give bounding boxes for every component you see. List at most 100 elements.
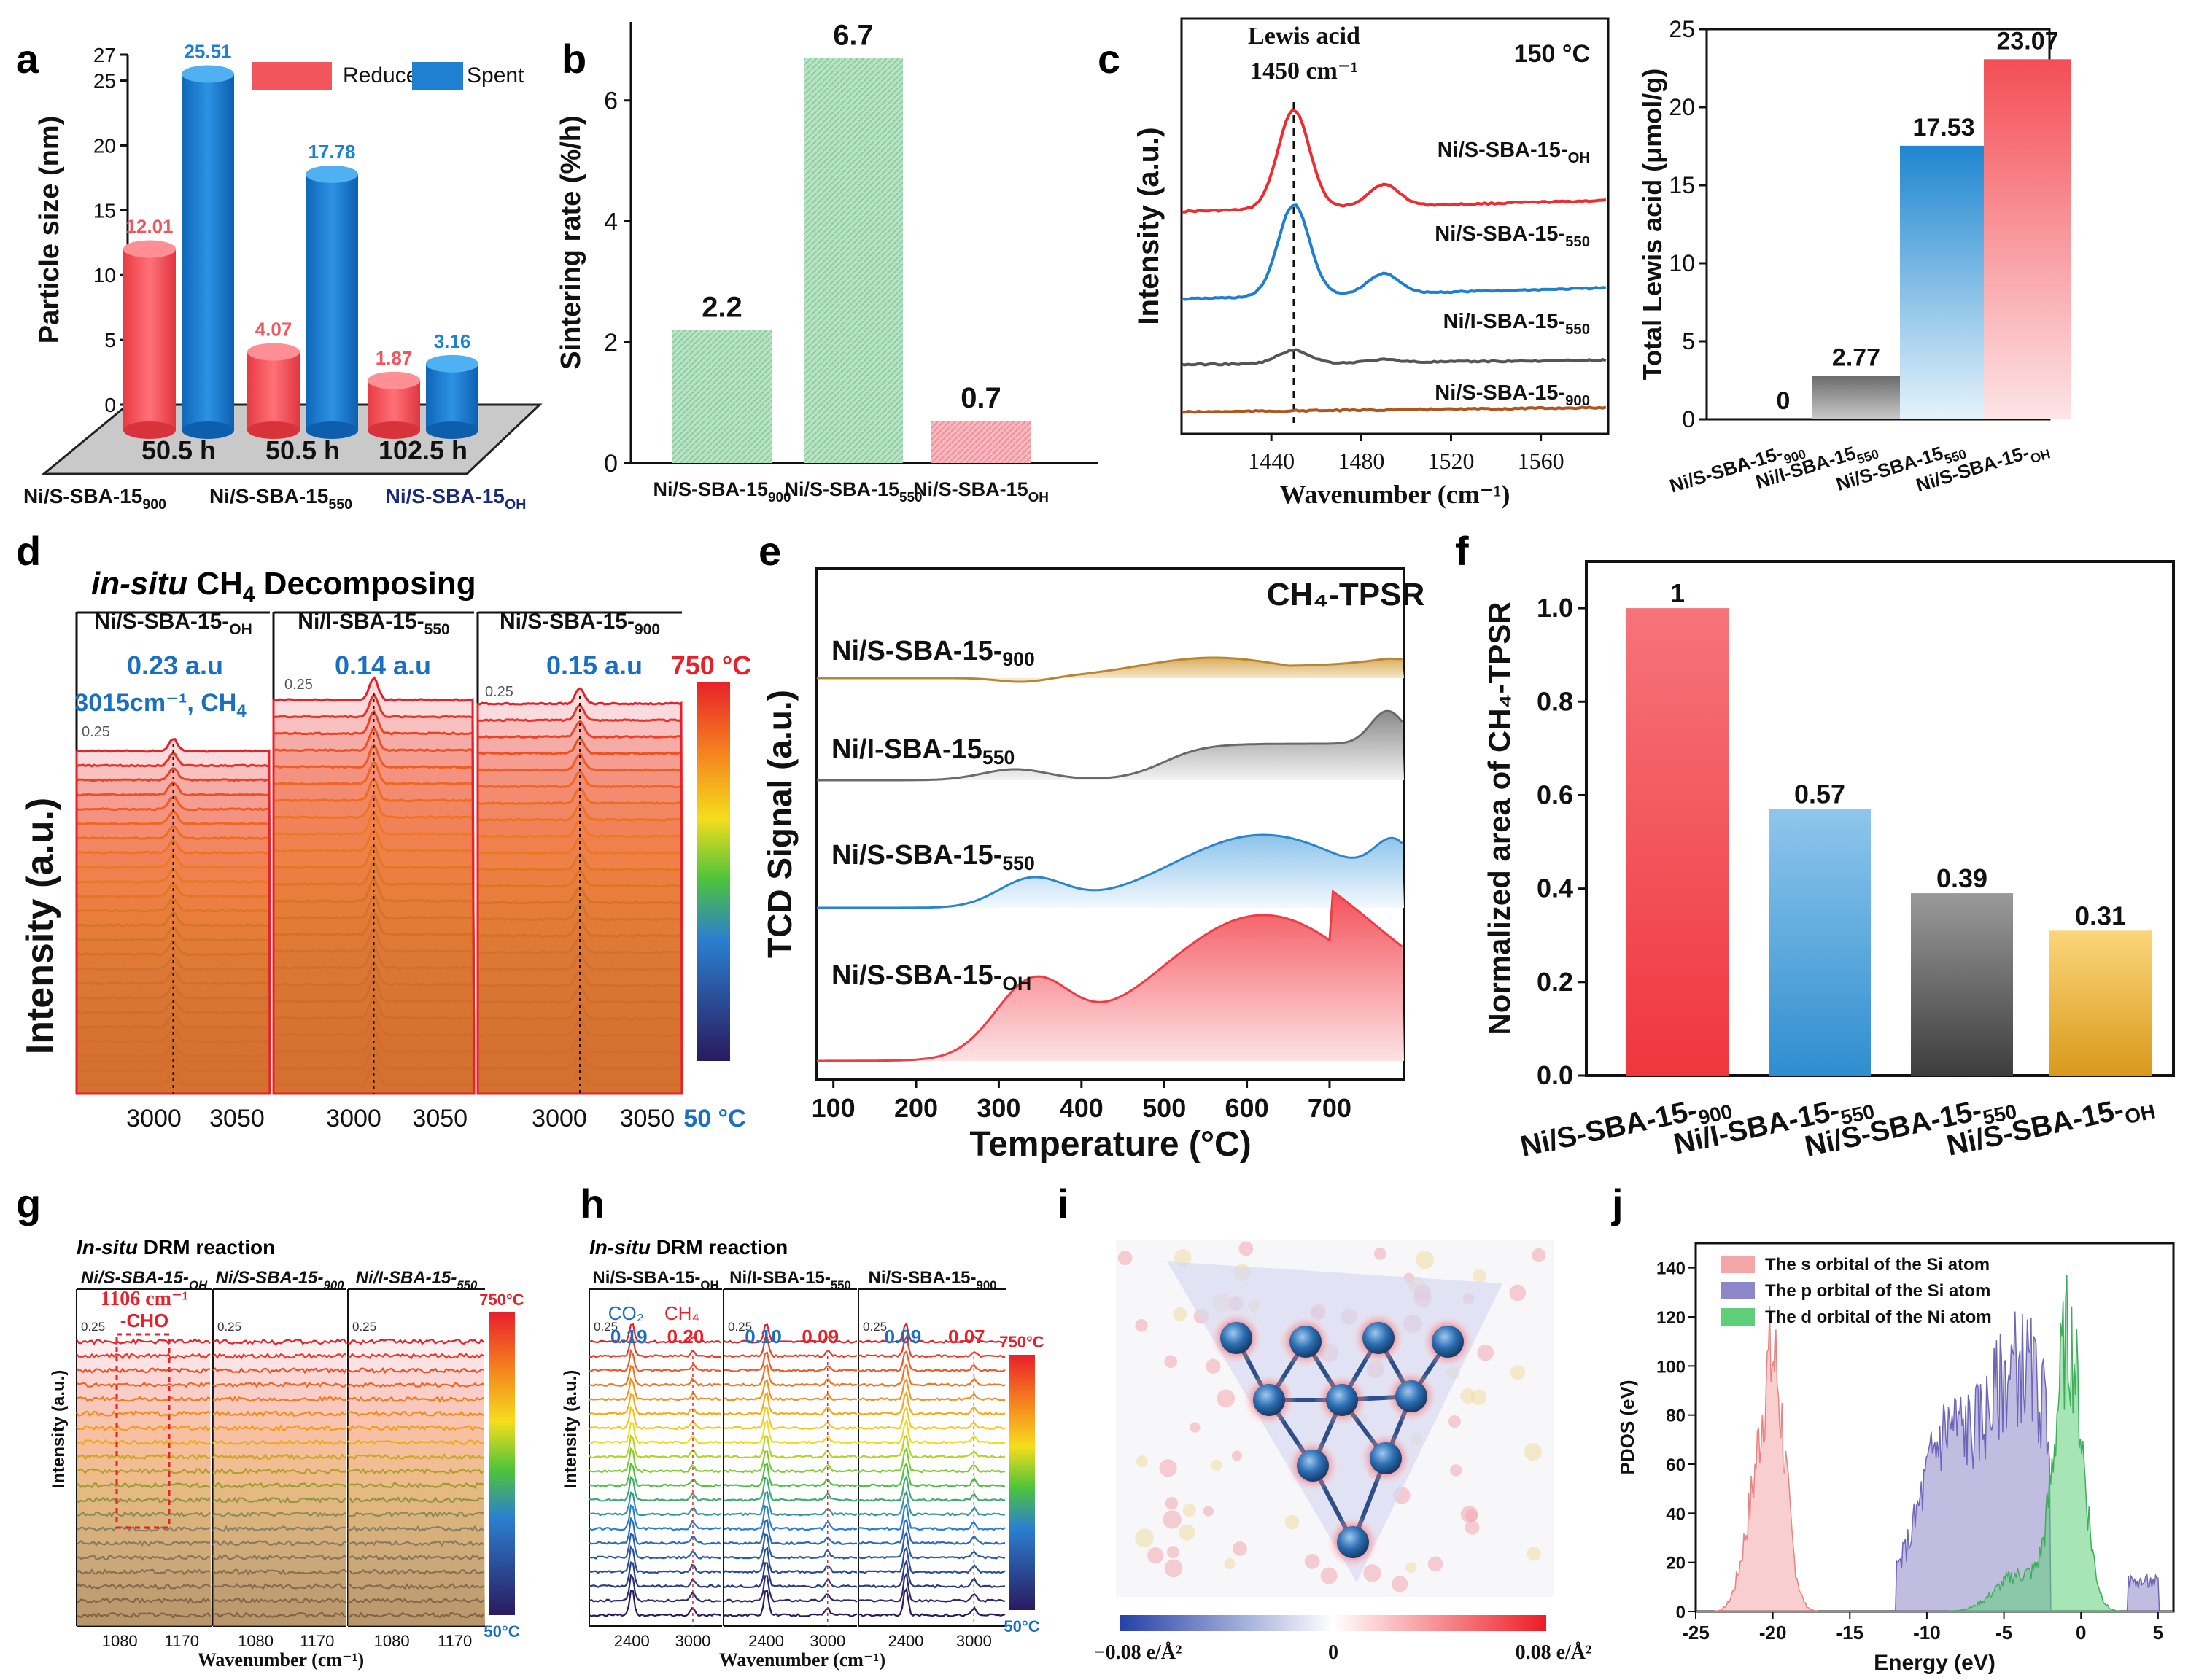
title-italic: In-situ bbox=[77, 1236, 138, 1259]
ni-atom bbox=[1220, 1322, 1252, 1354]
panel-letters: a b c d e f g h i j bbox=[16, 36, 1624, 1226]
x-tick-label: 3000 bbox=[675, 1632, 710, 1650]
ni-atom bbox=[1395, 1380, 1427, 1412]
spectrum-trace bbox=[723, 1562, 858, 1589]
subpanel-label: Ni/S-SBA-15-OH bbox=[94, 610, 252, 638]
spectrum-trace bbox=[476, 752, 683, 1095]
spectrum-trace bbox=[589, 1364, 721, 1387]
x-tick-label: 3050 bbox=[209, 1105, 265, 1132]
label-subscript: 900 bbox=[324, 1278, 345, 1292]
series-label: Ni/S-SBA-15-OH bbox=[831, 960, 1031, 995]
scale-bar-label: 0.25 bbox=[217, 1320, 241, 1334]
series-label: Ni/S-SBA-15-900 bbox=[1435, 381, 1590, 409]
x-tick-label: 3000 bbox=[532, 1105, 587, 1132]
subpanel-value: 0.14 a.u bbox=[335, 650, 431, 680]
spectrum-fill bbox=[213, 1555, 346, 1626]
x-tick-label: -5 bbox=[1995, 1622, 2012, 1644]
spectrum-fill bbox=[213, 1339, 346, 1626]
x-axis-title: Temperature (°C) bbox=[969, 1125, 1251, 1164]
spectrum-trace bbox=[589, 1504, 721, 1531]
panel-letter-d: d bbox=[16, 528, 41, 574]
x-tick-label: 600 bbox=[1225, 1093, 1269, 1123]
legend-swatch bbox=[1721, 1256, 1755, 1273]
spectrum-trace bbox=[723, 1547, 858, 1574]
spectrum-fill bbox=[77, 1483, 212, 1626]
x-tick-label: -25 bbox=[1682, 1622, 1710, 1644]
y-tick-label: 10 bbox=[93, 264, 116, 287]
spectrum-trace bbox=[858, 1418, 1006, 1444]
label-subscript: 900 bbox=[1565, 393, 1590, 409]
label-main: Ni/S-SBA-15 bbox=[23, 485, 142, 508]
data-label: 17.78 bbox=[308, 141, 355, 163]
spectrum-line-3 bbox=[1181, 405, 1607, 414]
spectrum-fill bbox=[213, 1382, 346, 1626]
spectrum-trace bbox=[347, 1539, 484, 1547]
spectrum-fill bbox=[77, 1541, 212, 1626]
spectrum-trace bbox=[76, 1367, 211, 1374]
x-tick-label: 1080 bbox=[102, 1632, 138, 1650]
spectrum-fill bbox=[213, 1368, 346, 1626]
spectrum-fill bbox=[213, 1526, 346, 1626]
spectrum-trace bbox=[476, 687, 683, 1095]
spectrum-trace bbox=[212, 1381, 347, 1389]
spectrum-trace bbox=[76, 1597, 211, 1605]
panel-letter-g: g bbox=[16, 1181, 41, 1226]
spectrum-trace bbox=[212, 1496, 347, 1504]
spectrum-trace bbox=[75, 911, 271, 1095]
bar-2 bbox=[931, 420, 1031, 463]
background-atom bbox=[1477, 1344, 1494, 1361]
spectrum-trace bbox=[723, 1505, 858, 1531]
spectrum-trace bbox=[589, 1336, 721, 1358]
ch4-value: 0.07 bbox=[948, 1326, 985, 1348]
y-tick-label: 1.0 bbox=[1537, 593, 1573, 623]
spectrum-trace bbox=[76, 1496, 211, 1504]
spectrum-fill bbox=[77, 1469, 212, 1626]
spectrum-trace bbox=[347, 1568, 484, 1576]
spectrum-trace bbox=[76, 1525, 211, 1532]
spectrum-fill bbox=[348, 1426, 485, 1626]
background-atom bbox=[1304, 1553, 1320, 1569]
label-main: Ni/S-SBA-15- bbox=[831, 960, 1002, 991]
bar-0 bbox=[672, 330, 772, 463]
spectrum-trace bbox=[476, 870, 683, 1095]
spectrum-trace bbox=[76, 1511, 211, 1518]
label-subscript: 900 bbox=[977, 1278, 997, 1292]
y-tick-label: 20 bbox=[1666, 1554, 1686, 1574]
spectrum-trace bbox=[858, 1518, 1006, 1546]
background-atom bbox=[1231, 1450, 1243, 1461]
y-tick-label: 80 bbox=[1666, 1407, 1686, 1426]
annotation-lewis-acid: Lewis acid bbox=[1248, 23, 1360, 50]
spectrum-trace bbox=[76, 1611, 211, 1619]
data-label: 1.87 bbox=[376, 347, 413, 369]
spectrum-fill bbox=[213, 1569, 346, 1626]
spectrum-trace bbox=[723, 1323, 858, 1344]
label-main: Ni/S-SBA-15 bbox=[653, 478, 768, 500]
co2-value: 0.19 bbox=[610, 1326, 648, 1348]
x-tick-label: 5 bbox=[2153, 1622, 2163, 1644]
spectrum-trace bbox=[858, 1462, 1006, 1488]
spectrum-trace bbox=[212, 1424, 347, 1432]
x-tick-label: 700 bbox=[1308, 1093, 1351, 1123]
panel-e-ch4-tpsr: 100 200 300 400 500 600 700 Temperature (°C) TCD… bbox=[761, 567, 1424, 1164]
spectrum-trace bbox=[76, 1381, 211, 1388]
bar-base-cap bbox=[247, 421, 300, 439]
spectrum-trace bbox=[347, 1453, 484, 1461]
spectrum-fill bbox=[213, 1397, 346, 1626]
subpanel-label: Ni/S-SBA-15-OH bbox=[592, 1268, 718, 1292]
data-label: 4.07 bbox=[255, 319, 292, 341]
y-tick-label: 120 bbox=[1656, 1308, 1686, 1328]
panel-letter-h: h bbox=[580, 1181, 605, 1226]
spectrum-trace bbox=[212, 1482, 347, 1489]
co2-label: CO₂ bbox=[608, 1302, 644, 1324]
spectrum-trace bbox=[723, 1364, 858, 1387]
spectrum-trace bbox=[75, 780, 271, 1095]
spectrum-trace bbox=[589, 1393, 721, 1416]
spectrum-fill bbox=[348, 1498, 485, 1626]
spectrum-trace bbox=[212, 1525, 347, 1533]
series-label: Ni/S-SBA-15-900 bbox=[831, 636, 1035, 670]
spectrum-trace bbox=[589, 1462, 721, 1488]
spectrum-trace bbox=[75, 897, 271, 1095]
background-atom bbox=[1117, 1251, 1133, 1266]
spectrum-trace bbox=[75, 1043, 271, 1095]
